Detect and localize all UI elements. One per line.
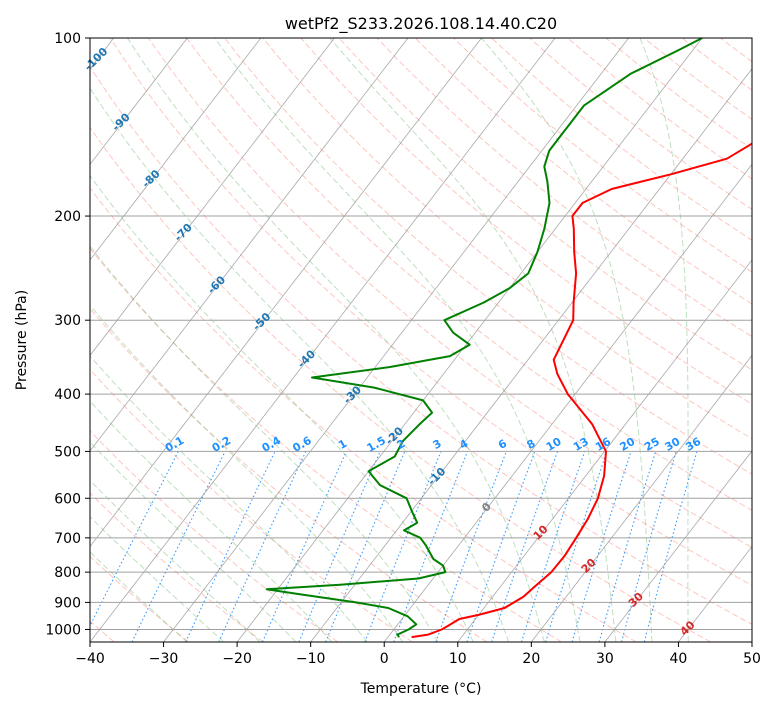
x-tick-label: 40 — [670, 651, 688, 667]
x-tick-label: −20 — [222, 651, 252, 667]
plot-background — [90, 38, 752, 642]
x-tick-label: 10 — [449, 651, 467, 667]
x-tick-label: 20 — [522, 651, 540, 667]
y-axis-label: Pressure (hPa) — [14, 290, 30, 390]
x-tick-label: 30 — [596, 651, 614, 667]
y-tick-label: 200 — [54, 209, 81, 225]
y-tick-label: 500 — [54, 444, 81, 460]
chart-title: wetPf2_S233.2026.108.14.40.C20 — [285, 14, 557, 34]
y-tick-label: 800 — [54, 565, 81, 581]
y-tick-label: 700 — [54, 531, 81, 547]
y-tick-label: 100 — [54, 31, 81, 47]
y-tick-label: 1000 — [45, 622, 81, 638]
y-tick-label: 300 — [54, 313, 81, 329]
y-tick-label: 600 — [54, 491, 81, 507]
x-axis-label: Temperature (°C) — [360, 681, 482, 697]
x-tick-label: −40 — [75, 651, 105, 667]
x-tick-label: 0 — [380, 651, 389, 667]
y-tick-label: 900 — [54, 595, 81, 611]
x-tick-label: −10 — [296, 651, 326, 667]
y-tick-label: 400 — [54, 387, 81, 403]
x-tick-label: −30 — [149, 651, 179, 667]
x-tick-label: 50 — [743, 651, 761, 667]
